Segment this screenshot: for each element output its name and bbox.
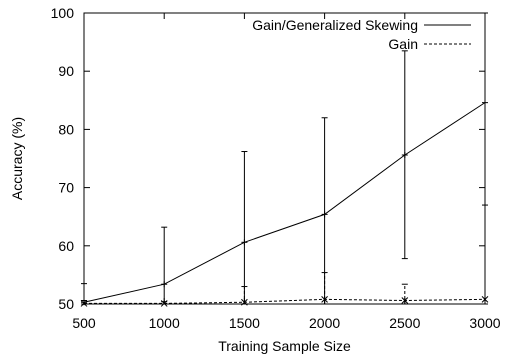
series-1-errorbar-4 [401, 283, 408, 305]
y-tick-label-3: 80 [58, 121, 74, 137]
marker-x-b [401, 297, 409, 304]
series-0-errorbar-2 [241, 151, 248, 305]
x-tick-label-0: 500 [72, 315, 96, 331]
series-1-point-1 [160, 300, 168, 307]
y-tick-label-5: 100 [51, 5, 75, 21]
series-0-errorbar-1 [161, 226, 168, 305]
tick-marks [83, 12, 486, 305]
legend-label-0: Gain/Generalized Skewing [252, 17, 418, 33]
marker-x-b [241, 298, 248, 306]
x-tick-label-3: 2000 [309, 315, 340, 331]
y-tick-label-1: 60 [58, 238, 74, 254]
series-layer [80, 12, 489, 307]
series-1-point-5 [481, 295, 489, 303]
series-1-point-2 [241, 298, 248, 306]
series-1-point-0 [80, 300, 88, 307]
y-axis-label: Accuracy (%) [9, 117, 25, 200]
x-tick-label-2: 1500 [229, 315, 260, 331]
series-1-point-3 [321, 295, 328, 303]
legend: Gain/Generalized Skewing Gain [252, 17, 471, 52]
marker-x-b [80, 300, 88, 307]
series-0-line [83, 102, 486, 303]
series-1-line [84, 298, 486, 304]
x-axis-label: Training Sample Size [218, 338, 351, 354]
x-tick-label-5: 3000 [469, 315, 500, 331]
y-tick-label-4: 90 [58, 63, 74, 79]
series-0-point-3 [321, 211, 328, 218]
series-0-point-1 [161, 281, 168, 288]
series-1-point-4 [401, 297, 409, 304]
tick-labels: 500 1000 1500 2000 2500 3000 50 60 70 80 90 100 [51, 5, 501, 331]
series-0-point-5 [482, 99, 488, 106]
y-tick-label-0: 50 [58, 296, 74, 312]
plot-area-frame [83, 12, 486, 305]
series-1-errorbar-5 [482, 204, 488, 305]
marker-x-b [321, 295, 328, 303]
series-1 [80, 204, 489, 307]
x-tick-label-1: 1000 [149, 315, 180, 331]
y-tick-label-2: 70 [58, 180, 74, 196]
marker-x-b [481, 295, 489, 303]
legend-label-1: Gain [388, 36, 418, 52]
series-0-errorbar-5 [482, 12, 488, 305]
marker-x-b [160, 300, 168, 307]
series-0 [81, 12, 488, 306]
series-0-point-4 [401, 152, 408, 159]
series-0-point-2 [241, 239, 248, 246]
x-tick-label-4: 2500 [389, 315, 420, 331]
